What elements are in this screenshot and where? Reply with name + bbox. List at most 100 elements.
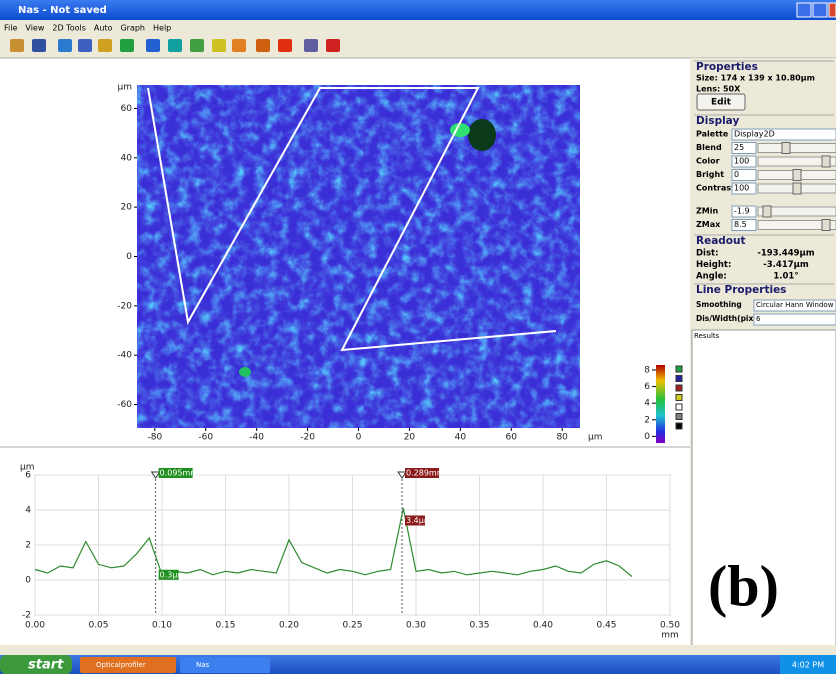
palette-swatch[interactable] bbox=[676, 404, 682, 410]
x-tick-label: 40 bbox=[455, 433, 467, 443]
slider-thumb[interactable] bbox=[782, 143, 790, 154]
x-tick-label: 0.05 bbox=[88, 621, 108, 631]
menu-item[interactable]: 2D Tools bbox=[52, 24, 86, 33]
menu-item[interactable]: File bbox=[4, 24, 17, 33]
menu-item[interactable]: View bbox=[25, 24, 44, 33]
toolbar-button[interactable] bbox=[304, 39, 318, 52]
slider-thumb[interactable] bbox=[793, 183, 801, 194]
close-button[interactable] bbox=[829, 3, 836, 17]
field-label: Contrast bbox=[696, 184, 735, 193]
toolbar-button[interactable] bbox=[212, 39, 226, 52]
toolbar-button[interactable] bbox=[58, 39, 72, 52]
palette-swatch[interactable] bbox=[676, 376, 682, 382]
y-tick-label: -20 bbox=[117, 301, 132, 311]
x-tick-label: 0.10 bbox=[152, 621, 172, 631]
task-button[interactable] bbox=[180, 657, 270, 673]
menu-item[interactable]: Help bbox=[153, 24, 171, 33]
field-value: 6 bbox=[756, 315, 761, 323]
figure-label: (b) bbox=[708, 553, 779, 618]
toolbar-button[interactable] bbox=[120, 39, 134, 52]
toolbar-button[interactable] bbox=[32, 39, 46, 52]
field-label: Bright bbox=[696, 170, 724, 179]
field-label: Smoothing bbox=[696, 300, 742, 309]
window-title: Nas - Not saved bbox=[18, 5, 107, 16]
field-value: 100 bbox=[734, 157, 749, 166]
field-label: ZMax bbox=[696, 220, 721, 229]
menu-item[interactable]: Auto bbox=[94, 24, 113, 33]
toolbar-button[interactable] bbox=[78, 39, 92, 52]
status-bar bbox=[0, 645, 836, 655]
y-tick-label: 4 bbox=[25, 506, 31, 516]
field-label: Blend bbox=[696, 143, 722, 152]
toolbar-button[interactable] bbox=[278, 39, 292, 52]
field-value: 25 bbox=[734, 143, 744, 152]
x-tick-label: 0.15 bbox=[215, 621, 235, 631]
x-unit: mm bbox=[661, 631, 679, 641]
size-text: Size: 174 x 139 x 10.80µm bbox=[696, 74, 815, 83]
x-tick-label: 0.50 bbox=[660, 621, 680, 631]
task-label: Opticalprofiler bbox=[96, 661, 146, 669]
colorbar-tick-label: 4 bbox=[644, 399, 650, 409]
toolbar-button[interactable] bbox=[326, 39, 340, 52]
x-tick-label: -80 bbox=[147, 433, 162, 443]
results-label: Results bbox=[694, 332, 720, 340]
toolbar-button[interactable] bbox=[146, 39, 160, 52]
toolbar-button[interactable] bbox=[168, 39, 182, 52]
y-tick-label: -60 bbox=[117, 400, 132, 410]
readout-label: Height: bbox=[696, 260, 731, 270]
field-value: 0 bbox=[734, 170, 739, 179]
slider-track[interactable] bbox=[758, 144, 836, 153]
screen: Nas - Not saved File View 2D Tools Auto Grap… bbox=[0, 0, 836, 674]
y-tick-label: -2 bbox=[22, 611, 31, 621]
x-tick-label: -60 bbox=[198, 433, 213, 443]
maximize-button[interactable] bbox=[813, 3, 827, 17]
palette-swatch[interactable] bbox=[676, 414, 682, 420]
toolbar-button[interactable] bbox=[232, 39, 246, 52]
toolbar-button[interactable] bbox=[190, 39, 204, 52]
x-tick-label: 80 bbox=[556, 433, 568, 443]
x-tick-label: 0.25 bbox=[342, 621, 362, 631]
field-label: Dis/Width(pix) bbox=[696, 314, 757, 323]
y-tick-label: 0 bbox=[25, 576, 31, 586]
slider-thumb[interactable] bbox=[763, 206, 771, 217]
x-tick-label: -20 bbox=[300, 433, 315, 443]
section-heading: Readout bbox=[696, 235, 746, 247]
toolbar-button[interactable] bbox=[98, 39, 112, 52]
field-value: -1.9 bbox=[734, 207, 750, 216]
field-label: Color bbox=[696, 157, 720, 166]
edit-label: Edit bbox=[711, 98, 732, 108]
slider-thumb[interactable] bbox=[822, 220, 830, 231]
slider-thumb[interactable] bbox=[793, 170, 801, 181]
colorbar-tick-label: 8 bbox=[644, 365, 650, 375]
minimize-button[interactable] bbox=[797, 3, 811, 17]
colorbar-tick-label: 0 bbox=[644, 432, 650, 442]
readout-label: Angle: bbox=[696, 272, 727, 282]
slider-thumb[interactable] bbox=[822, 156, 830, 167]
readout-label: Dist: bbox=[696, 249, 719, 259]
page: {"window": {"title": "Nas - Not saved", … bbox=[0, 0, 836, 674]
colorbar bbox=[656, 365, 665, 443]
y-tick-label: 20 bbox=[121, 203, 133, 213]
menu-item[interactable]: Graph bbox=[120, 24, 145, 33]
toolbar-button[interactable] bbox=[256, 39, 270, 52]
y-tick-label: 40 bbox=[121, 153, 133, 163]
toolbar-button[interactable] bbox=[10, 39, 24, 52]
x-tick-label: 0.00 bbox=[25, 621, 45, 631]
y-unit: µm bbox=[20, 463, 35, 473]
palette-swatch[interactable] bbox=[676, 395, 682, 401]
colorbar-tick-label: 6 bbox=[644, 382, 650, 392]
readout-value: 1.01° bbox=[773, 272, 798, 282]
field-input[interactable] bbox=[754, 314, 836, 325]
x-tick-label: -40 bbox=[249, 433, 264, 443]
cursor-value: 0.3µm bbox=[160, 570, 186, 579]
readout-value: -193.449µm bbox=[757, 249, 814, 259]
x-tick-label: 0.35 bbox=[469, 621, 489, 631]
section-heading: Display bbox=[696, 115, 739, 127]
field-value: Circular Hann Window bbox=[756, 301, 834, 309]
palette-swatch[interactable] bbox=[676, 423, 682, 429]
palette-swatch[interactable] bbox=[676, 385, 682, 391]
field-value: 100 bbox=[734, 184, 749, 193]
palette-swatch[interactable] bbox=[676, 366, 682, 372]
x-tick-label: 0.20 bbox=[279, 621, 299, 631]
y-tick-label: 2 bbox=[25, 541, 31, 551]
